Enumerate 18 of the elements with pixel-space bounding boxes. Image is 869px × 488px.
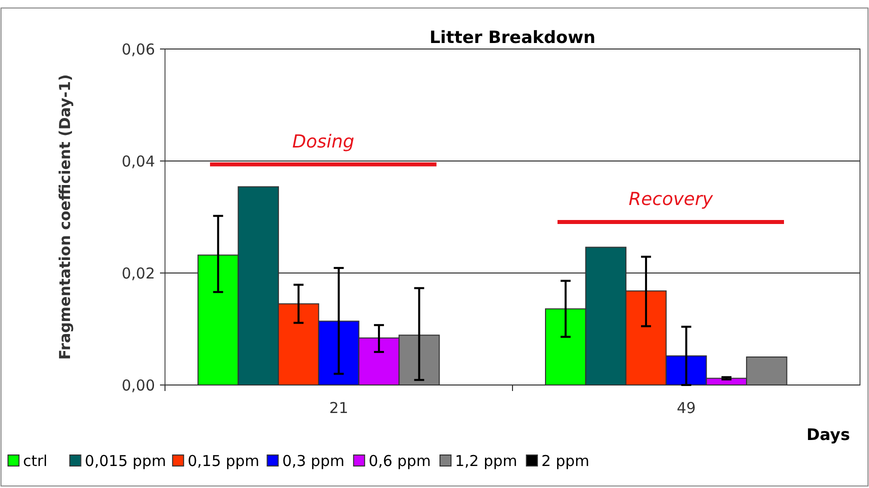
x-tick-label: 21 [329, 399, 348, 417]
ref-line-label: Dosing [292, 131, 354, 152]
legend-label: 0,015 ppm [84, 452, 166, 470]
chart-title: Litter Breakdown [429, 28, 596, 48]
y-axis-title: Fragmentation coefficient (Day-1) [56, 74, 74, 360]
legend-label: 0,6 ppm [368, 452, 431, 470]
y-tick-label: 0,02 [122, 264, 155, 282]
x-axis-title: Days [806, 425, 850, 444]
ref-line-label: Recovery [628, 189, 714, 210]
x-tick-label: 49 [676, 399, 696, 417]
y-tick-label: 0,00 [122, 376, 155, 394]
legend-label: 0,15 ppm [188, 452, 260, 470]
y-tick-label: 0,04 [122, 152, 155, 170]
legend-label: ctrl [23, 452, 48, 470]
legend-label: 0,3 ppm [282, 452, 344, 470]
legend-label: 2 ppm [541, 452, 590, 470]
y-tick-label: 0,06 [122, 40, 155, 58]
legend-label: 1,2 ppm [455, 452, 518, 470]
